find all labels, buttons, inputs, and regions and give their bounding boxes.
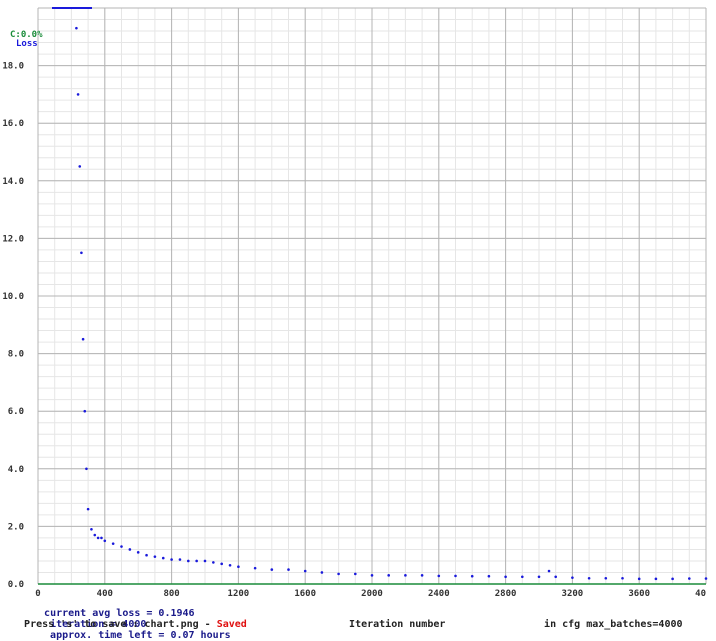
max-batches-info: in cfg max_batches=4000 bbox=[532, 608, 683, 630]
loss-point bbox=[287, 568, 290, 571]
loss-point bbox=[80, 251, 83, 255]
loss-point bbox=[671, 577, 674, 581]
x-tick-labels: 0 400 800 1200 1600 2000 2400 2800 3200 3600 40 bbox=[35, 589, 706, 599]
loss-point bbox=[270, 568, 274, 571]
loss-point bbox=[212, 561, 215, 564]
loss-point bbox=[303, 569, 307, 573]
x-tick-label: 3200 bbox=[562, 589, 584, 599]
max-batches-label: in cfg max_batches=4000 bbox=[544, 619, 683, 630]
loss-point bbox=[187, 559, 190, 563]
loss-point bbox=[370, 574, 374, 577]
y-tick-label: 6.0 bbox=[8, 407, 24, 417]
y-tick-label: 14.0 bbox=[2, 177, 24, 187]
loss-point bbox=[81, 337, 85, 341]
loss-point bbox=[178, 558, 182, 561]
y-tick-label: 4.0 bbox=[8, 465, 24, 475]
x-tick-label: 1600 bbox=[294, 589, 316, 599]
y-tick-label: 12.0 bbox=[2, 234, 24, 244]
loss-point bbox=[111, 542, 115, 545]
loss-point bbox=[420, 574, 424, 577]
loss-point bbox=[621, 576, 624, 580]
iteration-count: iteration = 4000 bbox=[50, 619, 147, 630]
loss-point bbox=[547, 569, 551, 573]
loss-point bbox=[75, 26, 78, 30]
loss-point bbox=[487, 574, 491, 578]
loss-point bbox=[320, 571, 324, 574]
loss-point bbox=[537, 575, 541, 579]
loss-point bbox=[85, 467, 88, 471]
loss-point bbox=[253, 566, 257, 570]
loss-point bbox=[237, 565, 240, 569]
x-tick-label: 400 bbox=[97, 589, 113, 599]
status-line-2: Press 's' to save : chart.png - Saved bbox=[12, 608, 247, 630]
loss-point bbox=[78, 165, 82, 168]
loss-point bbox=[203, 559, 207, 563]
loss-points bbox=[75, 26, 708, 581]
loss-point bbox=[145, 553, 148, 557]
loss-point bbox=[504, 575, 507, 579]
y-tick-label: 18.0 bbox=[2, 62, 24, 72]
loss-point bbox=[404, 574, 407, 577]
loss-point bbox=[437, 574, 441, 578]
x-tick-label: 800 bbox=[163, 589, 179, 599]
loss-point bbox=[704, 577, 708, 580]
loss-point bbox=[654, 577, 658, 581]
time-left: approx. time left = 0.07 hours bbox=[50, 630, 231, 641]
loss-point bbox=[688, 577, 691, 580]
loss-point bbox=[554, 575, 557, 579]
x-tick-label: 1200 bbox=[228, 589, 250, 599]
iteration-number-label: Iteration number bbox=[349, 619, 446, 630]
legend-loss: Loss bbox=[16, 39, 38, 49]
loss-point bbox=[228, 563, 232, 567]
major-grid bbox=[37, 7, 707, 585]
loss-point bbox=[83, 409, 87, 413]
loss-point bbox=[637, 577, 641, 581]
y-tick-label: 2.0 bbox=[8, 522, 24, 532]
loss-point bbox=[571, 576, 574, 579]
loss-point bbox=[103, 539, 107, 543]
loss-point bbox=[587, 576, 591, 580]
loss-point bbox=[86, 507, 90, 511]
y-tick-label: 10.0 bbox=[2, 292, 24, 302]
y-tick-label: 8.0 bbox=[8, 350, 24, 360]
loss-point bbox=[76, 93, 80, 96]
loss-point bbox=[521, 575, 524, 579]
loss-point bbox=[604, 576, 608, 580]
loss-point bbox=[454, 574, 457, 578]
loss-point bbox=[337, 572, 340, 576]
loss-point bbox=[128, 548, 132, 551]
loss-point bbox=[354, 572, 357, 576]
loss-point bbox=[93, 533, 97, 537]
x-tick-label: 2800 bbox=[495, 589, 517, 599]
loss-point bbox=[153, 555, 157, 558]
y-tick-label: 0.0 bbox=[8, 580, 24, 590]
loss-point bbox=[220, 562, 223, 566]
loss-point bbox=[161, 556, 165, 560]
y-tick-label: 16.0 bbox=[2, 119, 24, 129]
loss-point bbox=[90, 527, 93, 531]
current-avg-loss: current avg loss = 0.1946 bbox=[44, 608, 195, 619]
loss-point bbox=[195, 559, 198, 563]
x-tick-label: 0 bbox=[35, 589, 40, 599]
loss-point bbox=[96, 536, 100, 540]
x-tick-label: 2400 bbox=[428, 589, 450, 599]
loss-point bbox=[387, 574, 391, 577]
legend-accuracy: C:0.0% bbox=[10, 30, 43, 40]
x-axis-title: Iteration number bbox=[337, 608, 445, 630]
loss-point bbox=[470, 574, 474, 578]
x-tick-label: 3600 bbox=[628, 589, 650, 599]
save-hint: Press 's' to save : chart.png - bbox=[24, 619, 217, 630]
loss-point bbox=[120, 545, 123, 548]
loss-point bbox=[100, 536, 103, 540]
y-tick-labels: 0.0 2.0 4.0 6.0 8.0 10.0 12.0 14.0 16.0 18.0 bbox=[2, 62, 24, 590]
x-tick-label: 40 bbox=[695, 589, 706, 599]
x-tick-label: 2000 bbox=[361, 589, 383, 599]
loss-point bbox=[170, 558, 173, 561]
loss-point bbox=[136, 551, 140, 554]
saved-label: Saved bbox=[216, 619, 247, 630]
